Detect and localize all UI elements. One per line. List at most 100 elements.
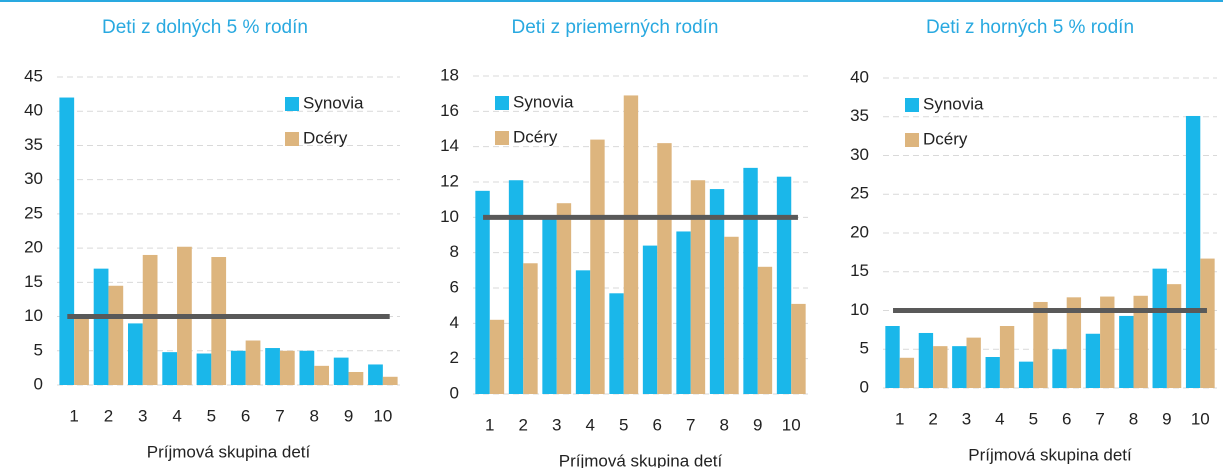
y-tick-label: 35: [850, 106, 869, 125]
x-tick-label: 8: [1129, 409, 1138, 428]
y-tick-label: 40: [850, 67, 869, 86]
y-tick-label: 15: [850, 261, 869, 280]
legend-label: Dcéry: [513, 127, 558, 146]
bar: [128, 323, 143, 385]
x-tick-label: 2: [104, 406, 113, 425]
x-tick-label: 9: [1162, 409, 1171, 428]
x-axis-label: Príjmová skupina detí: [559, 451, 723, 468]
bar: [74, 316, 89, 385]
y-tick-label: 0: [860, 377, 869, 396]
x-tick-label: 7: [275, 406, 284, 425]
bar: [623, 95, 639, 394]
x-tick-label: 9: [753, 415, 762, 434]
y-tick-label: 2: [450, 348, 459, 367]
x-tick-label: 7: [1095, 409, 1104, 428]
bar: [791, 303, 806, 394]
y-tick-label: 10: [24, 306, 43, 325]
bar: [279, 350, 295, 385]
bar: [1018, 361, 1034, 388]
x-tick-label: 10: [373, 406, 392, 425]
bar: [757, 266, 773, 394]
y-tick-label: 35: [24, 135, 43, 154]
y-tick-label: 0: [34, 374, 43, 393]
y-tick-label: 16: [440, 101, 459, 120]
y-tick-label: 45: [24, 66, 43, 85]
bar: [382, 376, 398, 385]
y-tick-label: 20: [24, 238, 43, 257]
bar: [657, 143, 672, 394]
bar: [333, 357, 349, 385]
y-tick-label: 25: [850, 184, 869, 203]
bar: [230, 350, 246, 385]
legend-swatch: [285, 97, 299, 111]
y-tick-label: 6: [450, 277, 459, 296]
y-tick-label: 5: [860, 339, 869, 358]
bar: [108, 285, 124, 385]
x-tick-label: 10: [1191, 409, 1210, 428]
bar: [245, 340, 261, 385]
bar: [676, 231, 691, 394]
x-tick-label: 2: [519, 415, 528, 434]
x-tick-label: 4: [995, 409, 1004, 428]
bar: [142, 254, 158, 385]
bar: [348, 371, 364, 385]
y-tick-label: 8: [450, 242, 459, 261]
bar: [776, 176, 792, 394]
x-tick-label: 4: [586, 415, 595, 434]
y-tick-label: 15: [24, 272, 43, 291]
y-tick-label: 10: [850, 300, 869, 319]
bar: [265, 348, 280, 385]
x-tick-label: 10: [782, 415, 801, 434]
x-tick-label: 1: [895, 409, 904, 428]
chart-title: Deti z horných 5 % rodín: [926, 17, 1134, 38]
bar: [523, 263, 538, 394]
bar: [1052, 349, 1067, 388]
bar: [690, 180, 706, 394]
bar: [1152, 268, 1167, 388]
bar: [999, 326, 1015, 388]
x-tick-label: 6: [1062, 409, 1071, 428]
chart-title: Deti z dolných 5 % rodín: [102, 17, 308, 38]
y-tick-label: 30: [24, 169, 43, 188]
bar: [1085, 333, 1101, 388]
bar: [508, 180, 524, 394]
bar: [985, 357, 1000, 388]
bar: [743, 167, 758, 394]
x-tick-label: 7: [686, 415, 695, 434]
y-tick-label: 10: [440, 207, 459, 226]
bar: [899, 357, 915, 388]
bar: [885, 326, 900, 388]
x-tick-label: 3: [138, 406, 147, 425]
y-tick-label: 14: [440, 136, 459, 155]
bar: [162, 352, 178, 385]
legend-label: Synovia: [923, 94, 984, 113]
legend-label: Synovia: [303, 93, 364, 112]
legend-label: Dcéry: [923, 129, 968, 148]
x-tick-label: 5: [1029, 409, 1038, 428]
bar: [475, 190, 490, 394]
x-axis-label: Príjmová skupina detí: [147, 442, 311, 461]
y-tick-label: 25: [24, 203, 43, 222]
bar: [1033, 301, 1048, 388]
bar: [299, 350, 315, 385]
bar: [709, 189, 725, 394]
y-tick-label: 12: [440, 171, 459, 190]
bar: [966, 337, 981, 388]
y-tick-label: 30: [850, 145, 869, 164]
bar: [556, 203, 572, 394]
y-tick-label: 0: [450, 383, 459, 402]
x-tick-label: 3: [552, 415, 561, 434]
bar: [1200, 258, 1215, 388]
legend-label: Dcéry: [303, 128, 348, 147]
x-tick-label: 1: [485, 415, 494, 434]
bar: [542, 217, 557, 394]
legend-swatch: [495, 96, 509, 110]
x-tick-label: 8: [720, 415, 729, 434]
bar: [1185, 115, 1201, 388]
x-tick-label: 6: [653, 415, 662, 434]
bar: [575, 270, 591, 394]
legend-swatch: [905, 133, 919, 147]
y-tick-label: 18: [440, 65, 459, 84]
x-tick-label: 8: [310, 406, 319, 425]
